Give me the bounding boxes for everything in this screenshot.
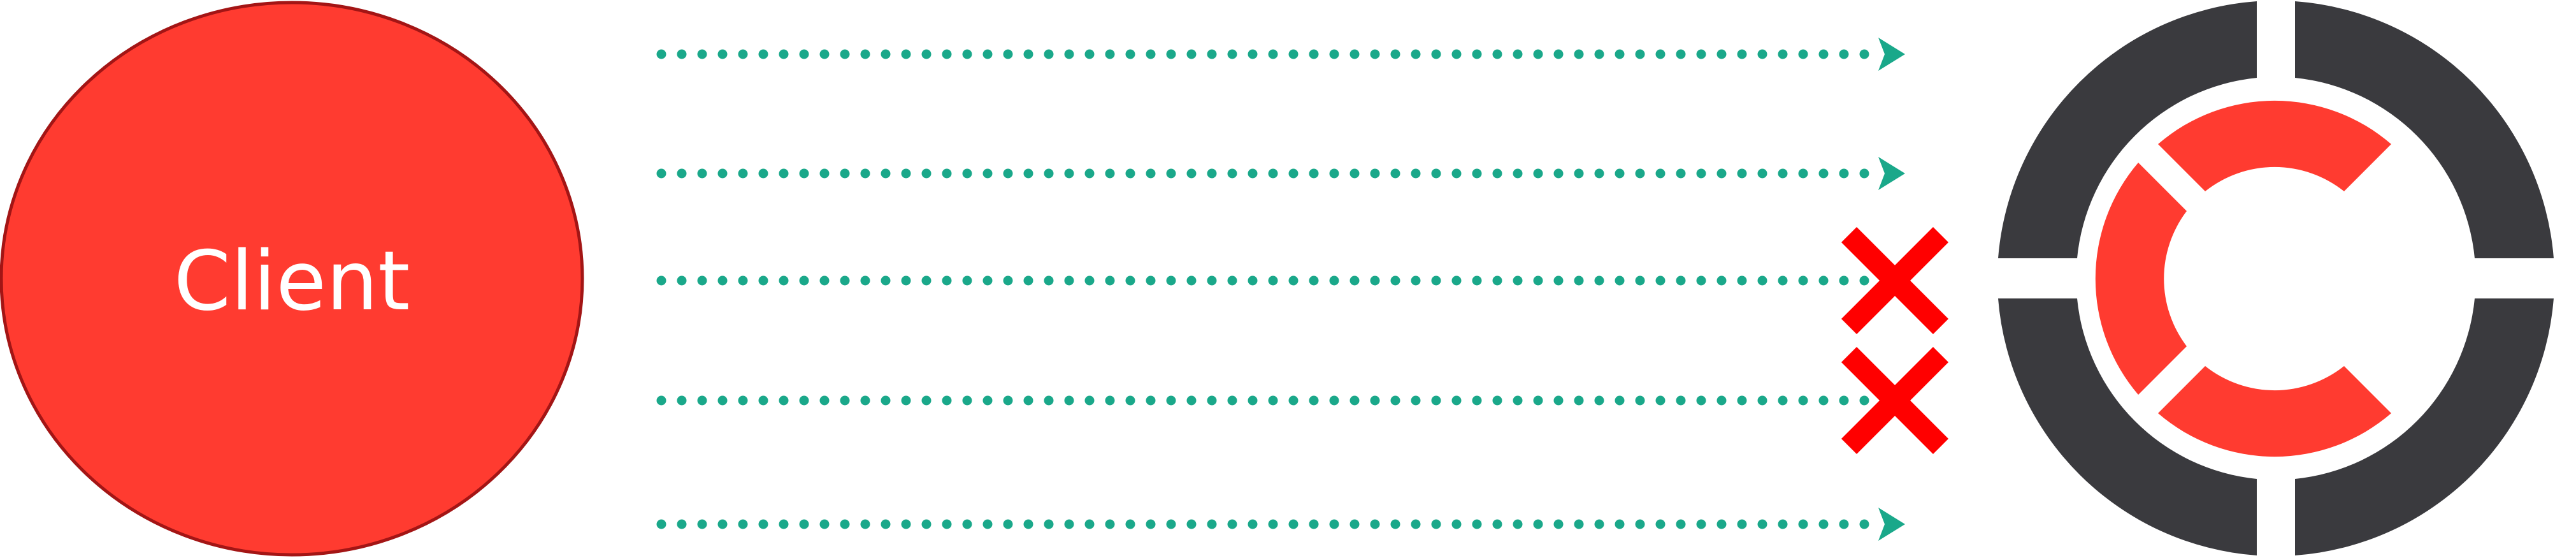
request-arrow xyxy=(656,264,1905,297)
client-label: Client xyxy=(174,234,410,329)
client-node: Client xyxy=(0,1,584,557)
x-mark-icon xyxy=(1841,346,1949,455)
arrowhead-icon xyxy=(1878,38,1905,71)
request-arrow xyxy=(656,157,1905,190)
server-logo-icon xyxy=(1998,1,2554,555)
server-ring-top-right xyxy=(2295,1,2554,258)
failure-marks xyxy=(1841,226,1949,455)
server-ring-top-left xyxy=(1998,1,2257,258)
arrowhead-icon xyxy=(1878,157,1905,190)
request-arrow xyxy=(656,384,1905,417)
request-arrow xyxy=(656,508,1905,541)
server-inner-bottom xyxy=(2158,366,2391,457)
x-mark-icon xyxy=(1841,226,1949,335)
request-arrows xyxy=(656,38,1905,541)
server-inner-top xyxy=(2158,100,2391,191)
client-ellipse xyxy=(0,1,584,557)
arrowhead-icon xyxy=(1878,508,1905,541)
request-arrow xyxy=(656,38,1905,71)
x-mark-stroke xyxy=(1841,346,1949,455)
server-ring-bottom-left xyxy=(1998,298,2257,555)
server-ring-bottom-right xyxy=(2295,298,2554,555)
x-mark-stroke xyxy=(1841,226,1949,335)
server-inner-left xyxy=(2095,163,2187,395)
